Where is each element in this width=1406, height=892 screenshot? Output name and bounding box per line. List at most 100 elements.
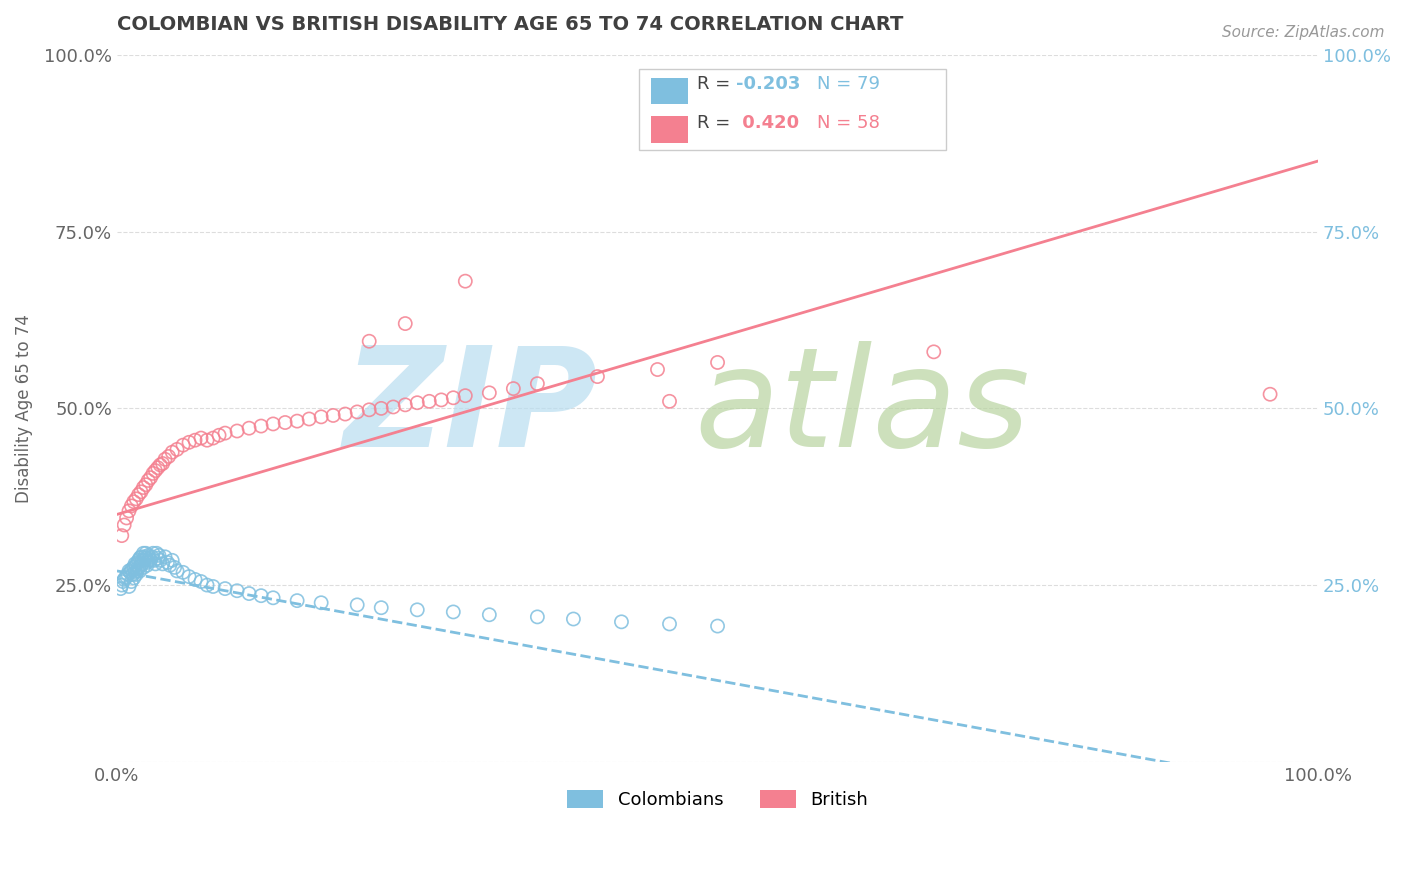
Point <box>111 574 134 589</box>
Point <box>214 426 236 441</box>
Point <box>238 586 260 600</box>
Text: N = 58: N = 58 <box>817 113 880 132</box>
Point <box>335 407 357 421</box>
Point <box>128 553 150 567</box>
Legend: Colombians, British: Colombians, British <box>560 782 875 816</box>
Point <box>526 610 548 624</box>
Point <box>172 438 194 452</box>
Point <box>658 394 681 409</box>
Y-axis label: Disability Age 65 to 74: Disability Age 65 to 74 <box>15 314 32 503</box>
Point <box>195 578 218 592</box>
Point <box>128 551 150 566</box>
Point <box>190 431 212 445</box>
Point <box>322 409 344 423</box>
Point <box>172 566 194 580</box>
Point <box>250 589 273 603</box>
Point <box>141 549 163 564</box>
Point <box>115 511 138 525</box>
Point <box>208 428 231 442</box>
Point <box>394 317 416 331</box>
Point <box>124 557 146 571</box>
Point <box>120 574 142 589</box>
Point <box>502 382 524 396</box>
Point <box>111 578 134 592</box>
Point <box>202 431 225 445</box>
Point <box>128 487 150 501</box>
Point <box>149 553 172 567</box>
Point <box>441 391 464 405</box>
Point <box>111 528 134 542</box>
Text: atlas: atlas <box>693 341 1029 476</box>
Point <box>136 556 159 570</box>
Point <box>136 549 159 563</box>
Point <box>163 560 186 574</box>
Point <box>118 504 141 518</box>
Point <box>394 398 416 412</box>
Point <box>146 551 169 566</box>
Point <box>118 564 141 578</box>
Point <box>706 355 728 369</box>
Point <box>195 433 218 447</box>
Point <box>122 494 145 508</box>
Point <box>135 551 157 566</box>
Point <box>117 567 139 582</box>
Point <box>125 567 148 582</box>
Point <box>127 564 149 578</box>
Point <box>145 557 167 571</box>
Point <box>359 402 381 417</box>
Text: COLOMBIAN VS BRITISH DISABILITY AGE 65 TO 74 CORRELATION CHART: COLOMBIAN VS BRITISH DISABILITY AGE 65 T… <box>117 15 903 34</box>
Point <box>136 553 159 567</box>
Point <box>262 417 284 431</box>
Point <box>647 362 669 376</box>
Point <box>152 557 174 571</box>
Point <box>359 334 381 349</box>
Point <box>478 385 501 400</box>
Point <box>112 573 135 587</box>
Point <box>152 457 174 471</box>
Point <box>131 553 153 567</box>
Text: R =: R = <box>697 76 737 94</box>
Bar <box>651 117 688 144</box>
Bar <box>640 70 946 151</box>
Point <box>190 574 212 589</box>
Point <box>478 607 501 622</box>
Point <box>157 450 180 464</box>
Point <box>120 566 142 580</box>
Point <box>406 395 429 409</box>
Text: -0.203: -0.203 <box>735 76 800 94</box>
Point <box>370 401 392 416</box>
Point <box>127 556 149 570</box>
Point <box>454 389 477 403</box>
Point <box>160 445 183 459</box>
Point <box>250 419 273 434</box>
Point <box>153 452 176 467</box>
Point <box>122 560 145 574</box>
Text: 0.420: 0.420 <box>735 113 799 132</box>
Point <box>1258 387 1281 401</box>
Point <box>139 470 162 484</box>
Point <box>134 553 156 567</box>
Point <box>153 549 176 564</box>
Point <box>298 412 321 426</box>
Point <box>132 481 155 495</box>
Point <box>226 424 249 438</box>
Point <box>121 567 143 582</box>
Point <box>149 458 172 472</box>
Point <box>274 416 297 430</box>
Point <box>142 467 165 481</box>
Point <box>309 596 332 610</box>
Point <box>132 560 155 574</box>
Point <box>346 598 368 612</box>
Point <box>125 491 148 506</box>
Point <box>285 593 308 607</box>
Point <box>166 564 188 578</box>
Point <box>202 580 225 594</box>
Point <box>285 414 308 428</box>
Point <box>406 603 429 617</box>
Point <box>184 433 207 447</box>
Point <box>125 558 148 573</box>
Point <box>122 571 145 585</box>
Point <box>128 560 150 574</box>
Point <box>129 558 152 573</box>
Point <box>120 499 142 513</box>
